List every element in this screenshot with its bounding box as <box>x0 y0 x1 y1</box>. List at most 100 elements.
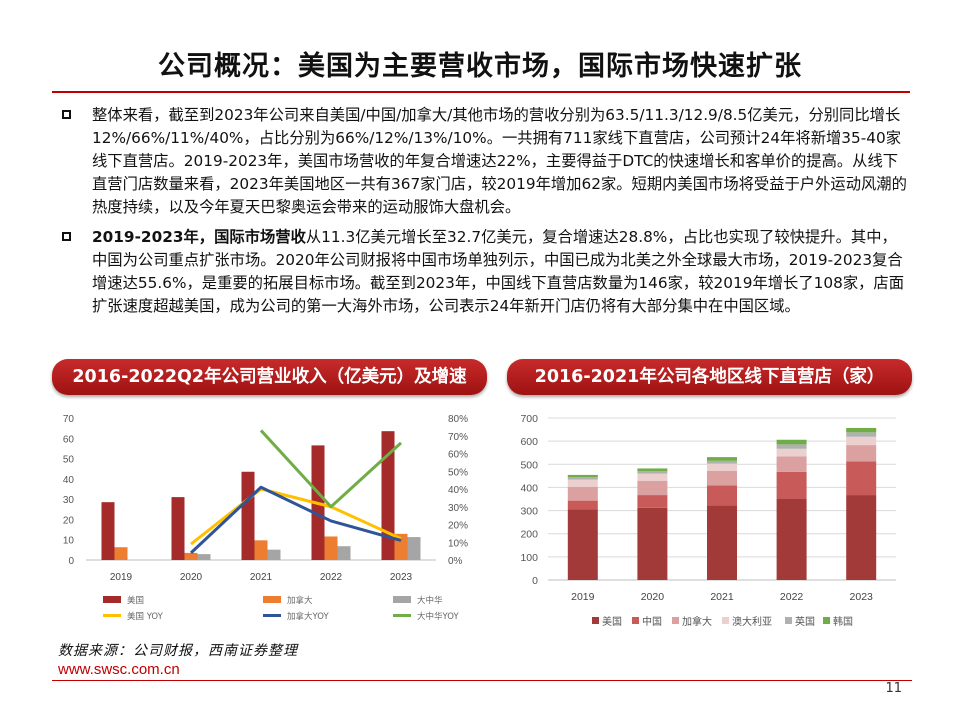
stack-segment-canada <box>707 470 737 486</box>
stack-segment-uk <box>637 470 668 474</box>
y-tick-label: 70 <box>63 414 75 425</box>
stack-segment-australia <box>846 436 877 446</box>
y-tick-label: 50 <box>63 455 75 466</box>
stack-segment-uk <box>707 460 737 464</box>
y2-tick-label: 0% <box>448 556 463 567</box>
y2-tick-label: 30% <box>448 503 468 514</box>
y-tick-label: 500 <box>520 459 538 471</box>
legend-label: 大中华 <box>417 595 443 606</box>
yoy-line-us <box>190 487 402 546</box>
bullet-item: 整体来看，截至到2023年公司来自美国/中国/加拿大/其他市场的营收分别为63.… <box>58 104 910 219</box>
y2-tick-label: 50% <box>448 467 468 478</box>
legend-label: 加拿大 <box>287 595 313 606</box>
bar-greater-china <box>337 546 351 560</box>
stack-segment-korea <box>846 427 877 433</box>
left-chart-banner: 2016-2022Q2年公司营业收入（亿美元）及增速 <box>52 359 487 395</box>
stack-segment-china <box>707 485 737 506</box>
y-tick-label: 40 <box>63 475 75 486</box>
legend-swatch <box>722 617 729 624</box>
y2-tick-label: 20% <box>448 521 468 532</box>
legend-label: 英国 <box>795 615 815 628</box>
stack-segment-china <box>846 461 877 496</box>
legend-label: 美国 <box>602 615 622 628</box>
bar-greater-china <box>197 554 211 560</box>
y-tick-label: 700 <box>520 413 538 425</box>
stack-segment-canada <box>567 486 598 501</box>
stack-segment-korea <box>707 457 737 461</box>
square-bullet-icon <box>62 232 71 241</box>
stack-segment-us <box>776 499 807 580</box>
y-tick-label: 600 <box>520 436 538 448</box>
legend-swatch <box>103 596 121 603</box>
y-tick-label: 60 <box>63 434 75 445</box>
legend-label: 韩国 <box>833 615 853 628</box>
legend-swatch <box>672 617 679 624</box>
bar-canada <box>114 547 128 560</box>
stack-segment-canada <box>637 480 668 496</box>
data-source: 数据来源：公司财报，西南证券整理 <box>58 643 298 659</box>
stack-segment-australia <box>637 473 668 481</box>
legend-label: 大中华YOY <box>417 611 459 622</box>
y-tick-label: 200 <box>520 529 538 541</box>
bar-us <box>101 502 115 560</box>
y-tick-label: 20 <box>63 515 75 526</box>
stack-segment-uk <box>567 477 598 480</box>
legend-swatch <box>393 596 411 603</box>
square-bullet-icon <box>62 110 71 119</box>
legend-label: 加拿大YOY <box>287 611 329 622</box>
stack-segment-us <box>637 507 668 580</box>
bullet-text: 从11.3亿美元增长至32.7亿美元，复合增速达28.8%，占比也实现了较快提升… <box>92 228 905 315</box>
stack-segment-us <box>707 505 737 580</box>
legend-swatch <box>823 617 830 624</box>
y2-tick-label: 70% <box>448 432 468 443</box>
x-tick-label: 2020 <box>641 591 665 603</box>
y2-tick-label: 40% <box>448 485 468 496</box>
y-tick-label: 10 <box>63 536 75 547</box>
right-chart-banner: 2016-2021年公司各地区线下直营店（家） <box>507 359 912 395</box>
legend-swatch <box>632 617 639 624</box>
y-tick-label: 30 <box>63 495 75 506</box>
page-number: 11 <box>885 681 902 696</box>
x-tick-label: 2022 <box>320 572 343 583</box>
bullet-list: 整体来看，截至到2023年公司来自美国/中国/加拿大/其他市场的营收分别为63.… <box>58 104 910 325</box>
legend-swatch <box>592 617 599 624</box>
stack-segment-uk <box>776 444 807 449</box>
legend-swatch <box>263 596 281 603</box>
y2-tick-label: 60% <box>448 450 468 461</box>
bar-canada <box>254 540 268 560</box>
bullet-bold: 2019-2023年，国际市场营收 <box>92 228 306 246</box>
bar-greater-china <box>407 537 421 560</box>
stack-segment-canada <box>846 445 877 462</box>
x-tick-label: 2019 <box>571 591 595 603</box>
x-tick-label: 2023 <box>390 572 413 583</box>
bar-canada <box>184 552 198 560</box>
y-tick-label: 0 <box>532 575 538 587</box>
yoy-line-canada <box>189 485 402 554</box>
stack-segment-us <box>846 495 877 580</box>
stack-segment-korea <box>567 474 598 478</box>
x-tick-label: 2021 <box>250 572 273 583</box>
legend-swatch <box>785 617 792 624</box>
x-tick-label: 2021 <box>710 591 734 603</box>
x-tick-label: 2022 <box>780 591 804 603</box>
bullet-item: 2019-2023年，国际市场营收从11.3亿美元增长至32.7亿美元，复合增速… <box>58 226 910 318</box>
bar-us <box>171 497 185 560</box>
legend-label: 美国 YOY <box>127 611 164 622</box>
y2-tick-label: 80% <box>448 414 468 425</box>
stack-segment-china <box>776 471 807 499</box>
footer-divider <box>52 680 912 681</box>
stack-segment-china <box>567 500 598 510</box>
stack-segment-canada <box>776 456 807 472</box>
stack-segment-china <box>637 495 668 508</box>
bar-greater-china <box>267 549 281 560</box>
stack-segment-korea <box>637 468 668 471</box>
page-title: 公司概况：美国为主要营收市场，国际市场快速扩张 <box>158 51 802 82</box>
legend-label: 中国 <box>642 615 662 628</box>
stack-segment-us <box>567 509 598 580</box>
x-tick-label: 2020 <box>180 572 203 583</box>
stack-segment-uk <box>846 432 877 437</box>
bullet-text: 整体来看，截至到2023年公司来自美国/中国/加拿大/其他市场的营收分别为63.… <box>92 106 907 216</box>
website-link[interactable]: www.swsc.com.cn <box>58 661 180 678</box>
yoy-line-greater-china <box>259 429 403 509</box>
y-tick-label: 0 <box>68 556 74 567</box>
